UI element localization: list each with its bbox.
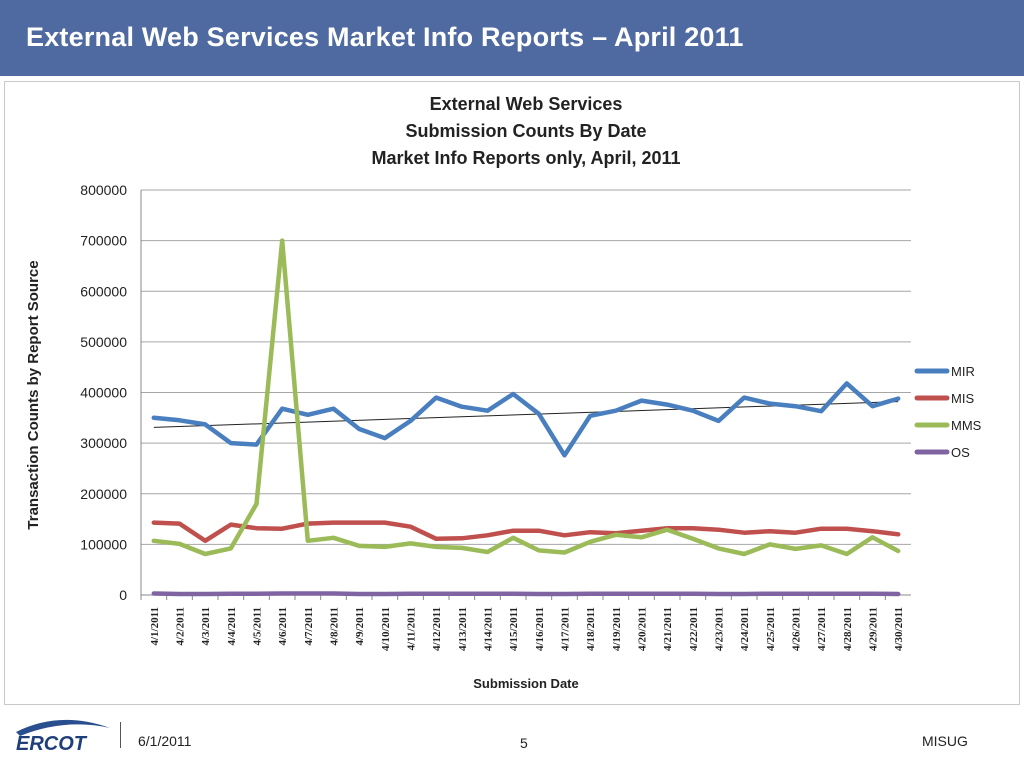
chart-title: External Web Services Submission Counts B… [371,94,680,168]
x-tick-label: 4/17/2011 [560,607,572,651]
x-tick-label: 4/15/2011 [508,607,520,651]
x-tick-label: 4/20/2011 [637,607,649,651]
x-tick-label: 4/21/2011 [662,607,674,651]
y-axis-label: Transaction Counts by Report Source [25,260,42,529]
footer-org: MISUG [922,733,968,749]
chart-title-line: External Web Services [430,94,623,114]
x-tick-label: 4/9/2011 [354,607,366,646]
series-line-mir [151,381,901,458]
x-tick-label: 4/3/2011 [200,607,212,646]
x-tick-label: 4/11/2011 [406,607,418,650]
x-tick-label: 4/4/2011 [226,607,238,646]
slide-title: External Web Services Market Info Report… [26,22,744,52]
footer-divider [120,722,121,748]
x-tick-label: 4/5/2011 [252,607,264,646]
x-tick-label: 4/2/2011 [175,607,187,646]
x-axis-label: Submission Date [473,676,578,691]
y-tick-label: 100000 [80,536,127,552]
x-tick-label: 4/30/2011 [893,607,905,651]
x-tick-label: 4/19/2011 [611,607,623,651]
x-tick-label: 4/23/2011 [714,607,726,651]
x-tick-label: 4/16/2011 [534,607,546,651]
footer-date: 6/1/2011 [138,733,192,749]
legend-label-mis: MIS [951,391,974,406]
y-tick-label: 200000 [80,486,127,502]
logo-text: ERCOT [16,733,88,755]
y-tick-label: 400000 [80,385,127,401]
x-tick-label: 4/12/2011 [431,607,443,651]
y-tick-labels: 0 100000 200000 300000 400000 500000 600000 700… [80,182,127,603]
y-tick-label: 0 [119,587,127,603]
y-tick-label: 600000 [80,283,127,299]
x-tick-label: 4/6/2011 [277,607,289,646]
y-tick-label: 700000 [80,233,127,249]
legend: MIR MIS MMS OS [914,364,982,460]
x-tick-label: 4/8/2011 [329,607,341,646]
x-tick-label: 4/14/2011 [483,607,495,651]
series-lines [151,238,901,597]
line-chart: External Web Services Submission Counts B… [25,94,982,691]
x-tick-label: 4/29/2011 [868,607,880,651]
y-tick-label: 500000 [80,334,127,350]
slide-header: External Web Services Market Info Report… [0,0,1024,76]
chart-title-line: Market Info Reports only, April, 2011 [371,148,680,168]
x-tick-label: 4/22/2011 [688,607,700,651]
x-tick-label: 4/28/2011 [842,607,854,651]
legend-label-mms: MMS [951,418,982,433]
x-tick-label: 4/1/2011 [149,607,161,646]
series-line-mis [151,520,901,544]
x-tick-label: 4/25/2011 [765,607,777,651]
series-line-mms [151,238,901,557]
y-tick-label: 800000 [80,182,127,198]
x-tick-label: 4/24/2011 [739,607,751,651]
x-tick-label: 4/13/2011 [457,607,469,651]
x-tick-label: 4/18/2011 [585,607,597,651]
page-number: 5 [520,735,528,751]
x-tick-label: 4/27/2011 [816,607,828,651]
y-tick-label: 300000 [80,435,127,451]
series-line-os [151,591,901,597]
legend-label-os: OS [951,445,970,460]
chart-title-line: Submission Counts By Date [405,121,646,141]
x-tick-label: 4/7/2011 [303,607,315,646]
legend-label-mir: MIR [951,364,975,379]
x-tick-label: 4/26/2011 [791,607,803,651]
x-tick-labels: 4/1/2011 4/2/2011 4/3/2011 4/4/2011 4/5/2011… [149,607,905,651]
gridlines [140,189,911,600]
chart-frame: External Web Services Submission Counts B… [4,81,1020,705]
ercot-logo: ERCOT [16,719,110,755]
x-tick-label: 4/10/2011 [380,607,392,651]
